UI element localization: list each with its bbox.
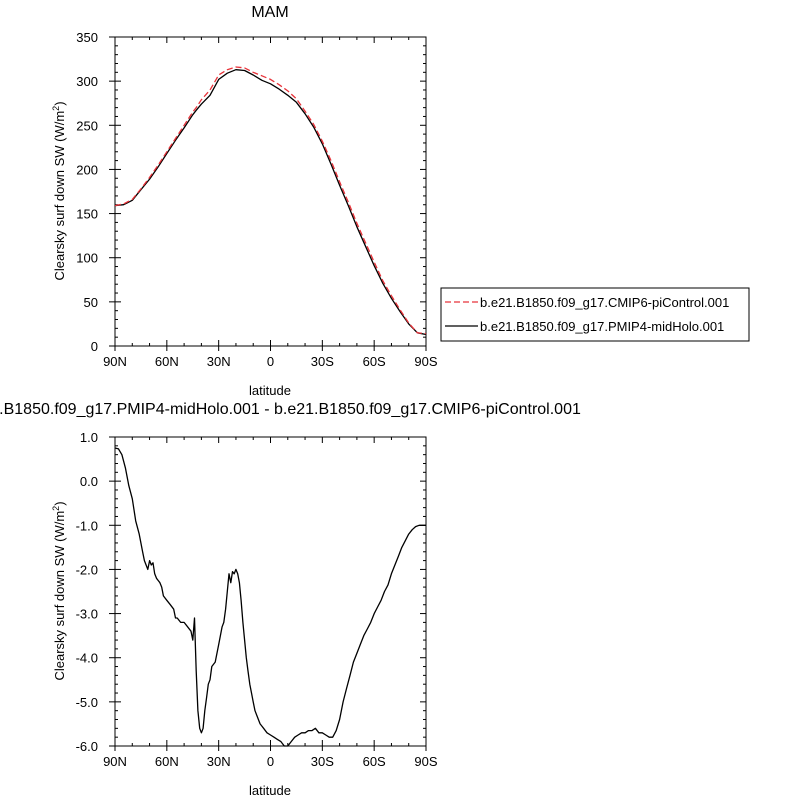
top-chart-title: MAM (251, 4, 288, 21)
top-y-tick-label: 0 (91, 339, 98, 354)
top-y-tick-label: 250 (76, 118, 98, 133)
top-y-axis-label-text: Clearsky surf down SW (W/m (52, 111, 67, 281)
top-y-axis-label-sup: 2 (51, 106, 61, 111)
bottom-y-tick-label: 0.0 (80, 474, 98, 489)
top-y-tick-label: 100 (76, 251, 98, 266)
bottom-x-tick-label: 60S (363, 754, 386, 769)
bottom-y-axis-label-sup: 2 (51, 506, 61, 511)
bottom-y-axis-label: Clearsky surf down SW (W/m2) (51, 501, 67, 680)
bottom-x-axis-label: latitude (249, 783, 291, 798)
top-x-tick-label: 60N (155, 354, 179, 369)
bottom-y-tick-label: -1.0 (76, 518, 98, 533)
top-series (114, 66, 427, 336)
top-y-axis-label: Clearsky surf down SW (W/m2) (51, 101, 67, 280)
bottom-x-tick-label: 30S (311, 754, 334, 769)
bottom-y-tick-label: -3.0 (76, 607, 98, 622)
bottom-y-tick-label: -4.0 (76, 651, 98, 666)
legend-label-midholo: b.e21.B1850.f09_g17.PMIP4-midHolo.001 (480, 319, 724, 334)
bottom-y-tick-label: -5.0 (76, 695, 98, 710)
top-panel: MAM 90N 60N 30N 0 30S 60S 90S 0 50 100 150 200 250 30… (51, 4, 438, 398)
top-y-tick-label: 350 (76, 30, 98, 45)
top-x-tick-label: 0 (267, 354, 274, 369)
bottom-series (114, 447, 426, 747)
top-y-tick-label: 50 (84, 295, 98, 310)
top-y-tick-label: 150 (76, 207, 98, 222)
bottom-panel: b.e21.B1850.f09_g17.PMIP4-midHolo.001 - … (0, 401, 581, 798)
bottom-x-tick-label: 30N (207, 754, 231, 769)
bottom-ticks: 90N 60N 30N 0 30S 60S 90S 1.0 0.0 -1.0 -2.0 -3.0 -4.… (76, 430, 438, 769)
top-x-axis-label: latitude (249, 383, 291, 398)
bottom-x-tick-label: 60N (155, 754, 179, 769)
bottom-x-tick-label: 90S (414, 754, 437, 769)
bottom-series-line-0 (114, 447, 426, 747)
bottom-chart-title: b.e21.B1850.f09_g17.PMIP4-midHolo.001 - … (0, 401, 581, 418)
bottom-x-tick-label: 0 (267, 754, 274, 769)
top-series-line-0 (114, 66, 427, 335)
top-x-tick-label: 90N (103, 354, 127, 369)
bottom-y-axis-label-end: ) (52, 501, 67, 505)
top-series-line-1 (114, 69, 427, 336)
legend-label-picontrol: b.e21.B1850.f09_g17.CMIP6-piControl.001 (480, 295, 729, 310)
top-ticks: 90N 60N 30N 0 30S 60S 90S 0 50 100 150 200 250 300 350 (76, 30, 438, 369)
top-y-axis-label-end: ) (52, 101, 67, 105)
top-x-tick-label: 30S (311, 354, 334, 369)
top-y-tick-label: 300 (76, 74, 98, 89)
bottom-plot-frame (114, 436, 427, 747)
top-x-tick-label: 60S (363, 354, 386, 369)
bottom-y-tick-label: 1.0 (80, 430, 98, 445)
top-x-tick-label: 30N (207, 354, 231, 369)
bottom-y-tick-label: -2.0 (76, 562, 98, 577)
top-y-tick-label: 200 (76, 162, 98, 177)
legend: b.e21.B1850.f09_g17.CMIP6-piControl.001 … (440, 287, 750, 342)
bottom-x-tick-label: 90N (103, 754, 127, 769)
bottom-y-axis-label-text: Clearsky surf down SW (W/m (52, 511, 67, 681)
legend-box (440, 287, 750, 342)
bottom-y-tick-label: -6.0 (76, 739, 98, 754)
top-x-tick-label: 90S (414, 354, 437, 369)
